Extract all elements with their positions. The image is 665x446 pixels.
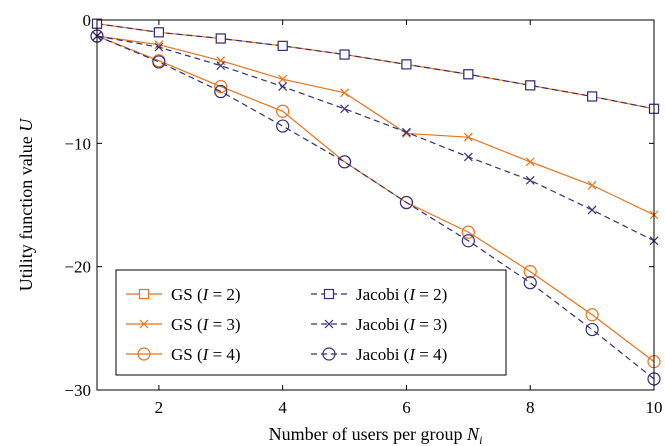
data-point xyxy=(461,234,475,248)
series-line xyxy=(96,23,655,110)
legend: GS (I = 2) GS (I = 3) GS (I = 4) Jacobi (I … xyxy=(115,269,507,376)
data-point xyxy=(399,195,414,210)
x-tick-label: 10 xyxy=(646,398,663,417)
legend-label: GS (I = 4) xyxy=(171,345,241,364)
data-point xyxy=(463,132,473,142)
series-5 xyxy=(92,31,659,246)
legend-item: GS (I = 4) xyxy=(126,345,241,364)
legend-marker xyxy=(322,347,336,361)
data-point xyxy=(337,155,352,169)
data-point xyxy=(525,175,535,185)
data-point xyxy=(587,205,597,215)
series-line xyxy=(96,35,655,242)
x-tick-label: 6 xyxy=(402,398,411,417)
series-line xyxy=(96,23,655,110)
series-line xyxy=(96,35,655,216)
legend-item: Jacobi (I = 4) xyxy=(311,345,447,364)
data-point xyxy=(152,55,166,69)
y-tick-label: −20 xyxy=(64,258,91,277)
data-point xyxy=(523,265,537,279)
data-point xyxy=(585,308,599,322)
data-point xyxy=(463,69,474,80)
legend-label: Jacobi (I = 3) xyxy=(356,315,447,334)
data-point xyxy=(340,88,349,98)
legend-item: GS (I = 3) xyxy=(126,315,241,334)
data-point xyxy=(216,61,226,71)
data-point xyxy=(278,74,288,84)
data-point xyxy=(587,91,598,102)
y-tick-label: −10 xyxy=(64,134,91,153)
legend-item: Jacobi (I = 3) xyxy=(311,315,447,334)
series-1 xyxy=(91,18,660,114)
legend-label: GS (I = 3) xyxy=(171,315,241,334)
x-tick-label: 8 xyxy=(526,398,535,417)
data-point xyxy=(525,157,535,167)
data-point xyxy=(154,42,164,52)
data-point xyxy=(402,127,411,137)
y-tick-label: 0 xyxy=(83,11,92,30)
legend-label: GS (I = 2) xyxy=(171,285,241,304)
data-point xyxy=(214,79,228,94)
data-point xyxy=(585,322,599,337)
data-point xyxy=(523,276,537,290)
legend-marker xyxy=(138,288,150,300)
legend-marker xyxy=(139,319,149,329)
data-point xyxy=(277,40,288,52)
data-point xyxy=(461,225,475,239)
legend-item: Jacobi (I = 2) xyxy=(311,285,447,304)
legend-marker xyxy=(324,319,334,329)
data-point xyxy=(463,152,473,162)
data-point xyxy=(339,49,350,60)
legend-box xyxy=(115,269,507,376)
legend-marker xyxy=(137,347,151,361)
series-6 xyxy=(90,29,661,386)
data-point xyxy=(153,27,164,38)
x-tick-label: 4 xyxy=(278,398,287,417)
legend-label: Jacobi (I = 4) xyxy=(356,345,447,364)
axes-layer: 2 4 6 8 10 0 −10 −20 −30 xyxy=(64,11,662,417)
series-layer xyxy=(90,18,661,386)
data-point xyxy=(278,82,288,92)
data-point xyxy=(214,84,228,99)
legend-label: Jacobi (I = 2) xyxy=(356,285,447,304)
series-line xyxy=(96,35,655,380)
data-point xyxy=(401,59,412,70)
legend-item: GS (I = 2) xyxy=(126,285,241,304)
y-axis-label: Utility function value U xyxy=(16,118,36,291)
data-point xyxy=(276,119,290,133)
x-tick-label: 2 xyxy=(155,398,164,417)
legend-marker xyxy=(323,288,335,300)
data-point xyxy=(587,180,597,190)
data-point xyxy=(340,104,349,114)
series-4 xyxy=(91,18,660,114)
y-tick-label: −30 xyxy=(64,381,91,400)
data-point xyxy=(215,33,226,44)
data-point xyxy=(276,104,290,118)
plot-frame xyxy=(96,19,655,391)
data-point xyxy=(525,80,536,91)
x-axis-label: Number of users per group Ni xyxy=(269,424,483,446)
